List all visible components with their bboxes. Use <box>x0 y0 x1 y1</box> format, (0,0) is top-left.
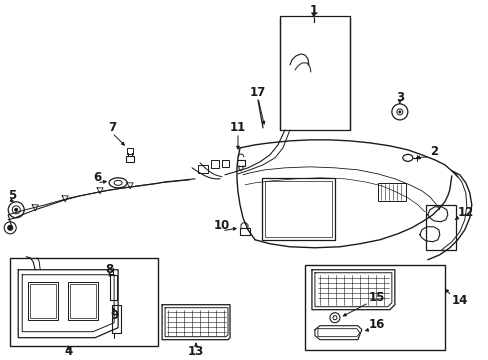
Circle shape <box>8 225 13 230</box>
Text: 2: 2 <box>429 145 437 158</box>
Bar <box>377 183 405 201</box>
Bar <box>70 284 96 318</box>
Text: 16: 16 <box>368 318 385 331</box>
Text: 4: 4 <box>64 345 72 358</box>
Text: 17: 17 <box>249 86 265 99</box>
Text: 7: 7 <box>108 121 116 134</box>
Bar <box>30 284 56 318</box>
Text: 12: 12 <box>457 206 473 219</box>
Bar <box>240 228 249 235</box>
Bar <box>126 156 134 162</box>
Bar <box>198 165 207 173</box>
Bar <box>10 258 158 346</box>
Text: 13: 13 <box>187 345 204 358</box>
Bar <box>68 282 98 320</box>
Bar <box>127 148 133 154</box>
Bar <box>28 282 58 320</box>
Bar <box>237 160 244 166</box>
Text: 14: 14 <box>451 294 467 307</box>
Text: 15: 15 <box>368 291 385 304</box>
Bar <box>305 265 444 350</box>
Circle shape <box>15 208 18 211</box>
Text: 9: 9 <box>110 309 118 322</box>
Bar <box>211 160 219 168</box>
Circle shape <box>398 111 400 113</box>
Bar <box>112 305 121 333</box>
Text: 11: 11 <box>229 121 245 134</box>
Text: 5: 5 <box>8 189 16 202</box>
Bar <box>425 205 455 250</box>
Text: 8: 8 <box>105 263 113 276</box>
Text: 3: 3 <box>395 91 403 104</box>
Text: 1: 1 <box>309 4 317 18</box>
Text: 6: 6 <box>93 171 101 184</box>
Bar <box>110 275 117 300</box>
Bar <box>222 160 228 167</box>
Text: 10: 10 <box>213 219 230 232</box>
